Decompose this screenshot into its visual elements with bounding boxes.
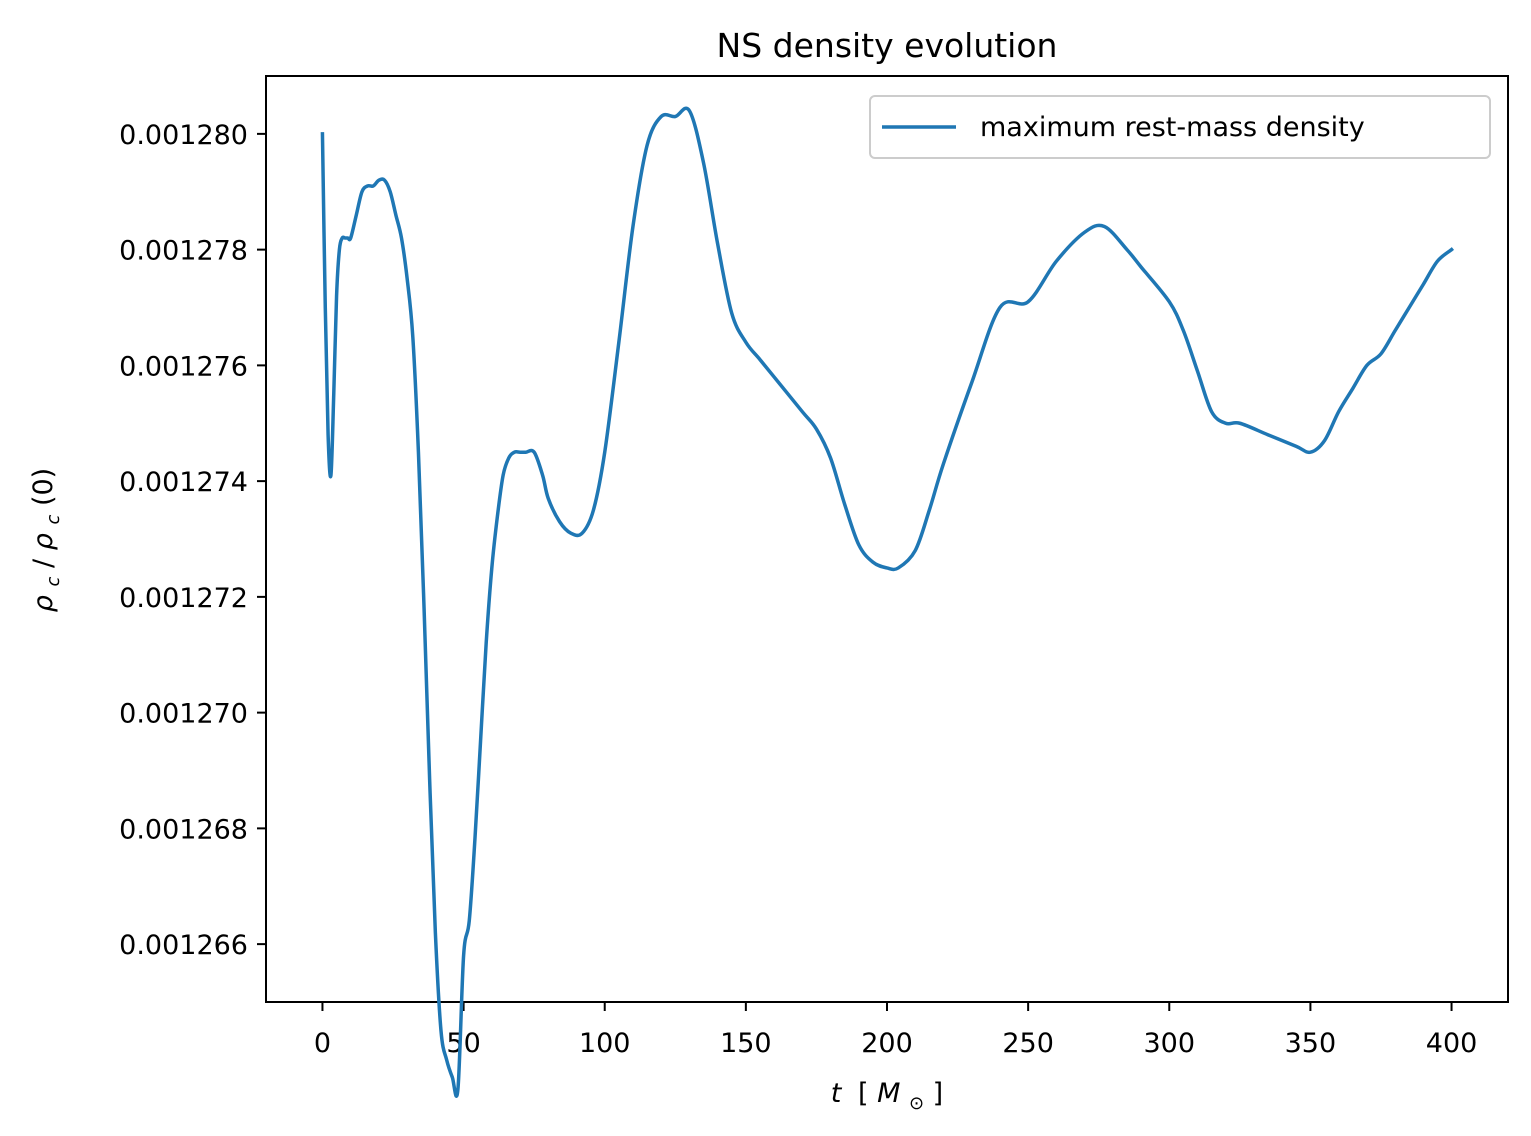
y-axis-ticks: 0.001266 0.001268 0.001270 0.001272 0.001274… [119,120,266,961]
y-tick-label: 0.001272 [119,583,248,614]
y-axis-numerator: ρ [28,595,59,612]
y-tick-label: 0.001280 [119,120,248,151]
x-tick-label: 0 [314,1028,331,1059]
x-axis-ticks: 0 50 100 150 200 250 300 350 400 [314,1002,1477,1059]
legend-box [869,95,1491,159]
chart-title: NS density evolution [717,26,1058,65]
x-tick-label: 400 [1426,1028,1478,1059]
y-axis-argument: (0) [28,468,59,506]
y-tick-label: 0.001276 [119,351,248,382]
x-tick-label: 100 [579,1028,631,1059]
x-axis-bracket-close: ] [933,1078,944,1109]
x-tick-label: 200 [861,1028,913,1059]
x-axis-unit: M [877,1078,900,1109]
series-line-0 [320,106,1455,1098]
x-tick-label: 150 [720,1028,772,1059]
x-axis-bracket-open: [ [858,1078,869,1109]
x-tick-label: 250 [1002,1028,1054,1059]
legend-label: maximum rest-mass density [980,112,1365,143]
legend: maximum rest-mass density [869,95,1491,159]
y-axis-title: ρ c / ρ c (0) [28,468,66,612]
x-axis-title: t [ M ⊙ ] [831,1078,943,1116]
y-tick-label: 0.001268 [119,814,248,845]
x-axis-variable: t [831,1078,843,1109]
y-axis-slash: / [28,558,59,568]
y-tick-label: 0.001278 [119,236,248,267]
y-tick-label: 0.001266 [119,930,248,961]
x-tick-label: 300 [1143,1028,1195,1059]
x-tick-label: 50 [446,1028,480,1059]
x-tick-label: 350 [1285,1028,1337,1059]
y-axis-denominator-subscript: c [43,515,64,525]
series-layer [320,106,1455,1098]
y-tick-label: 0.001270 [119,699,248,730]
plot-area: 0 50 100 150 200 250 300 350 400 0.0012660.00126… [119,75,1509,1098]
y-tick-label: 0.001274 [119,467,248,498]
y-axis-numerator-subscript: c [43,576,64,586]
y-axis-denominator: ρ [28,533,59,550]
x-axis-unit-subscript: ⊙ [909,1093,924,1114]
